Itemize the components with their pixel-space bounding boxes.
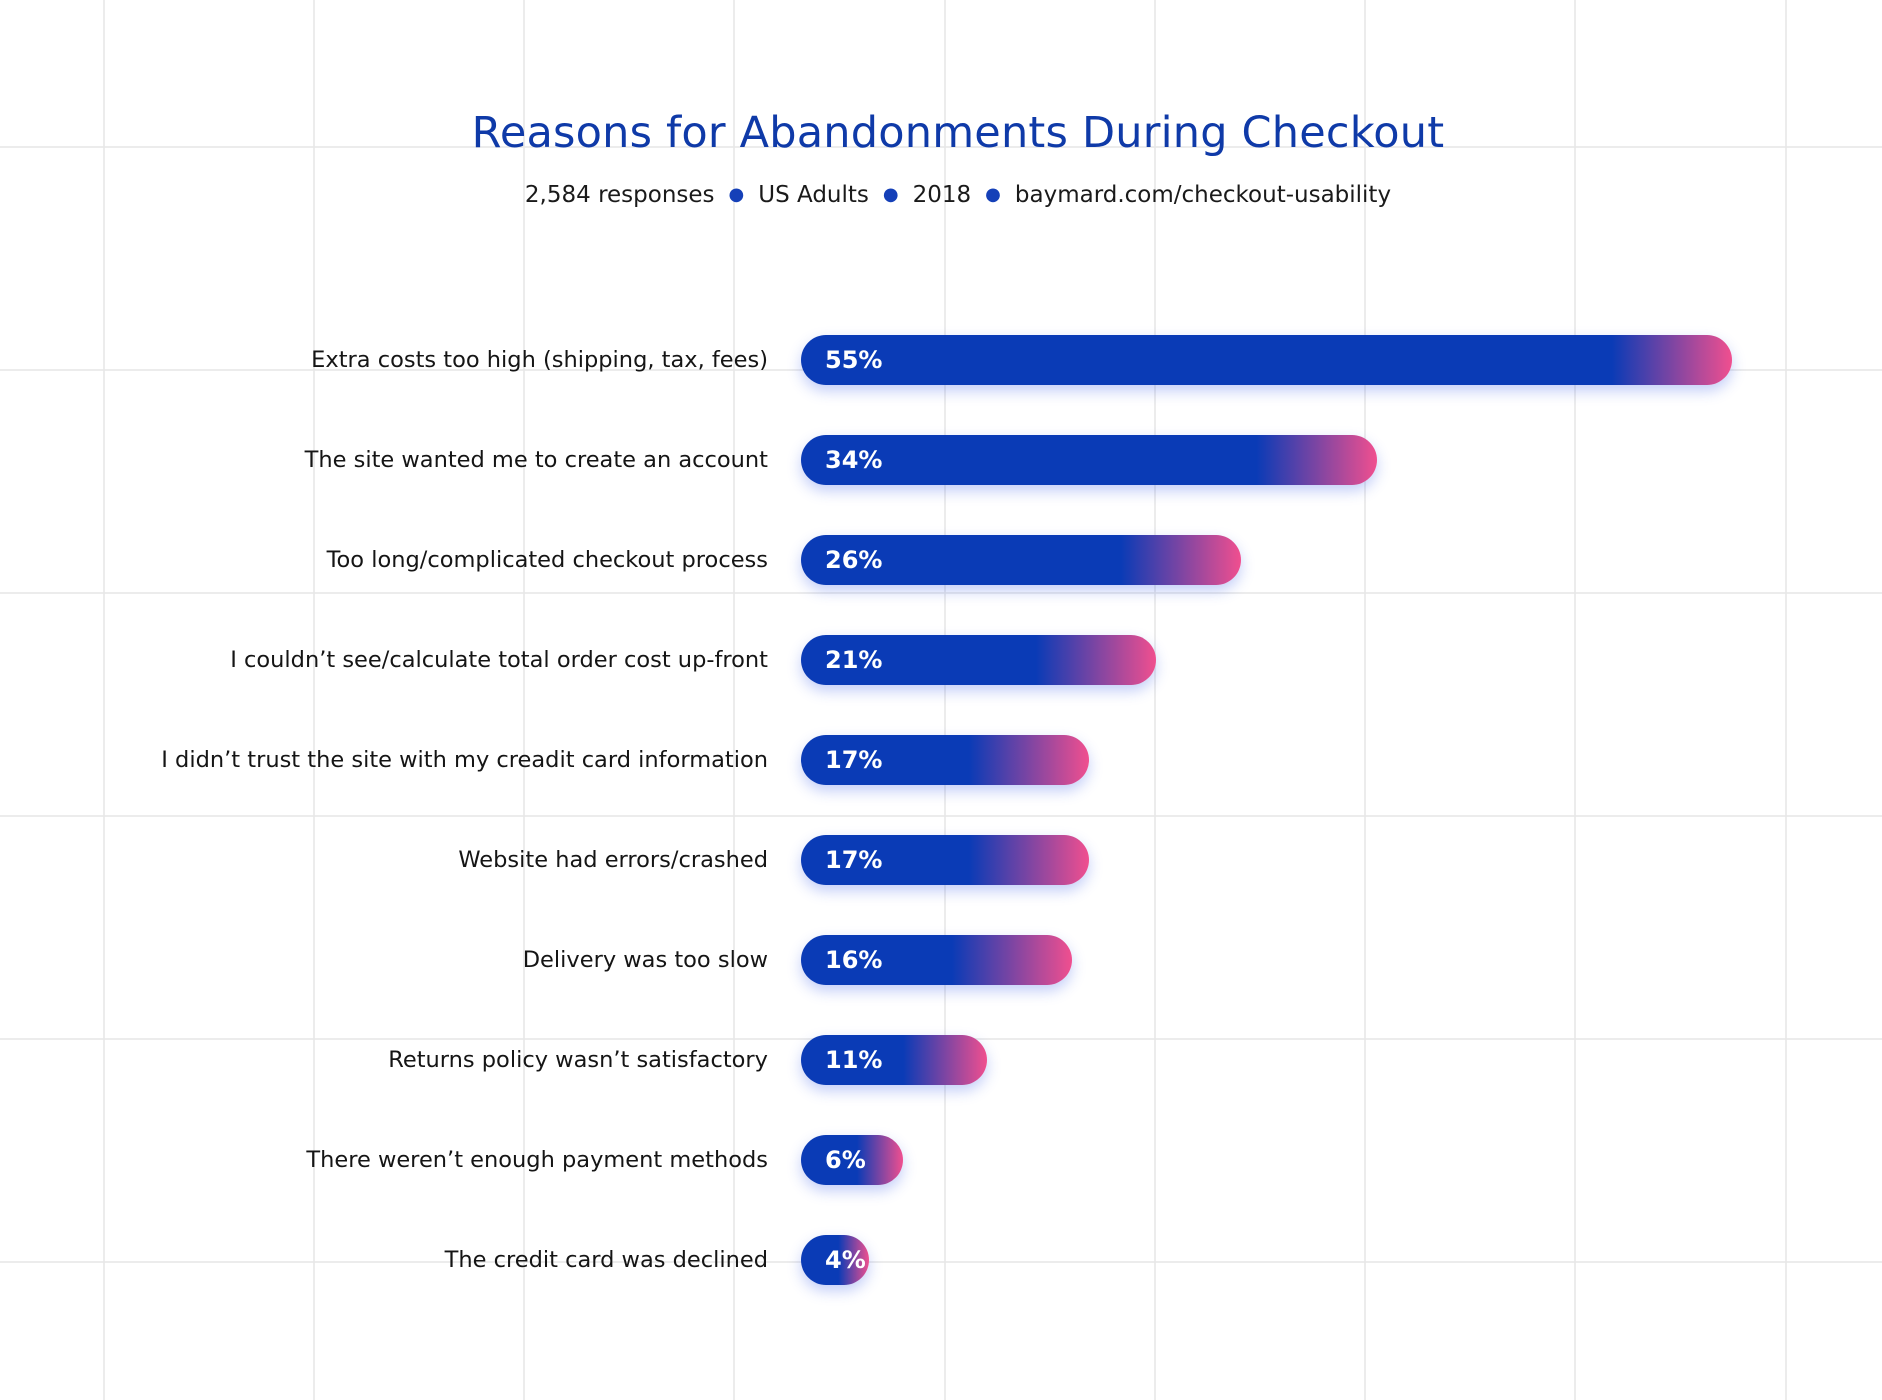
bar bbox=[801, 835, 1089, 885]
bar bbox=[801, 935, 1072, 985]
bar-value-label: 11% bbox=[825, 1046, 883, 1074]
subtitle-population: US Adults bbox=[758, 182, 869, 208]
category-label: Too long/complicated checkout process bbox=[326, 547, 768, 573]
bar bbox=[801, 1235, 869, 1285]
bullet-dot-icon: ● bbox=[985, 184, 1001, 205]
bar bbox=[801, 435, 1377, 485]
subtitle-source: baymard.com/checkout-usability bbox=[1014, 182, 1392, 208]
category-label: The site wanted me to create an account bbox=[304, 447, 768, 473]
bar bbox=[801, 1035, 988, 1085]
bar bbox=[801, 1135, 903, 1185]
category-label: Extra costs too high (shipping, tax, fee… bbox=[311, 347, 768, 373]
category-label: Returns policy wasn’t satisfactory bbox=[388, 1047, 768, 1073]
category-label: Delivery was too slow bbox=[522, 947, 768, 973]
chart-subtitle: 2,584 responses ● US Adults ● 2018 ● baymard.c… bbox=[0, 182, 1882, 208]
bar bbox=[801, 335, 1732, 385]
bar-value-label: 26% bbox=[825, 546, 883, 574]
bar-value-label: 21% bbox=[825, 646, 883, 674]
subtitle-responses: 2,584 responses bbox=[524, 182, 715, 208]
bar bbox=[801, 735, 1089, 785]
category-label: I couldn’t see/calculate total order cos… bbox=[230, 647, 768, 673]
bullet-dot-icon: ● bbox=[728, 184, 745, 205]
bar-value-label: 17% bbox=[825, 746, 883, 774]
category-label: Website had errors/crashed bbox=[458, 847, 768, 873]
category-label: I didn’t trust the site with my creadit … bbox=[161, 747, 768, 773]
category-label: The credit card was declined bbox=[444, 1247, 768, 1273]
bar-value-label: 55% bbox=[825, 346, 883, 374]
bar-value-label: 16% bbox=[825, 946, 883, 974]
bar-value-label: 4% bbox=[825, 1246, 866, 1274]
bar bbox=[801, 635, 1157, 685]
bar-value-label: 17% bbox=[825, 846, 883, 874]
chart-title: Reasons for Abandonments During Checkout bbox=[471, 108, 1445, 158]
category-label: There weren’t enough payment methods bbox=[306, 1147, 768, 1173]
bar-value-label: 6% bbox=[825, 1146, 866, 1174]
bar-value-label: 34% bbox=[825, 446, 883, 474]
bar bbox=[801, 535, 1242, 585]
bullet-dot-icon: ● bbox=[882, 184, 899, 205]
subtitle-year: 2018 bbox=[912, 182, 972, 208]
